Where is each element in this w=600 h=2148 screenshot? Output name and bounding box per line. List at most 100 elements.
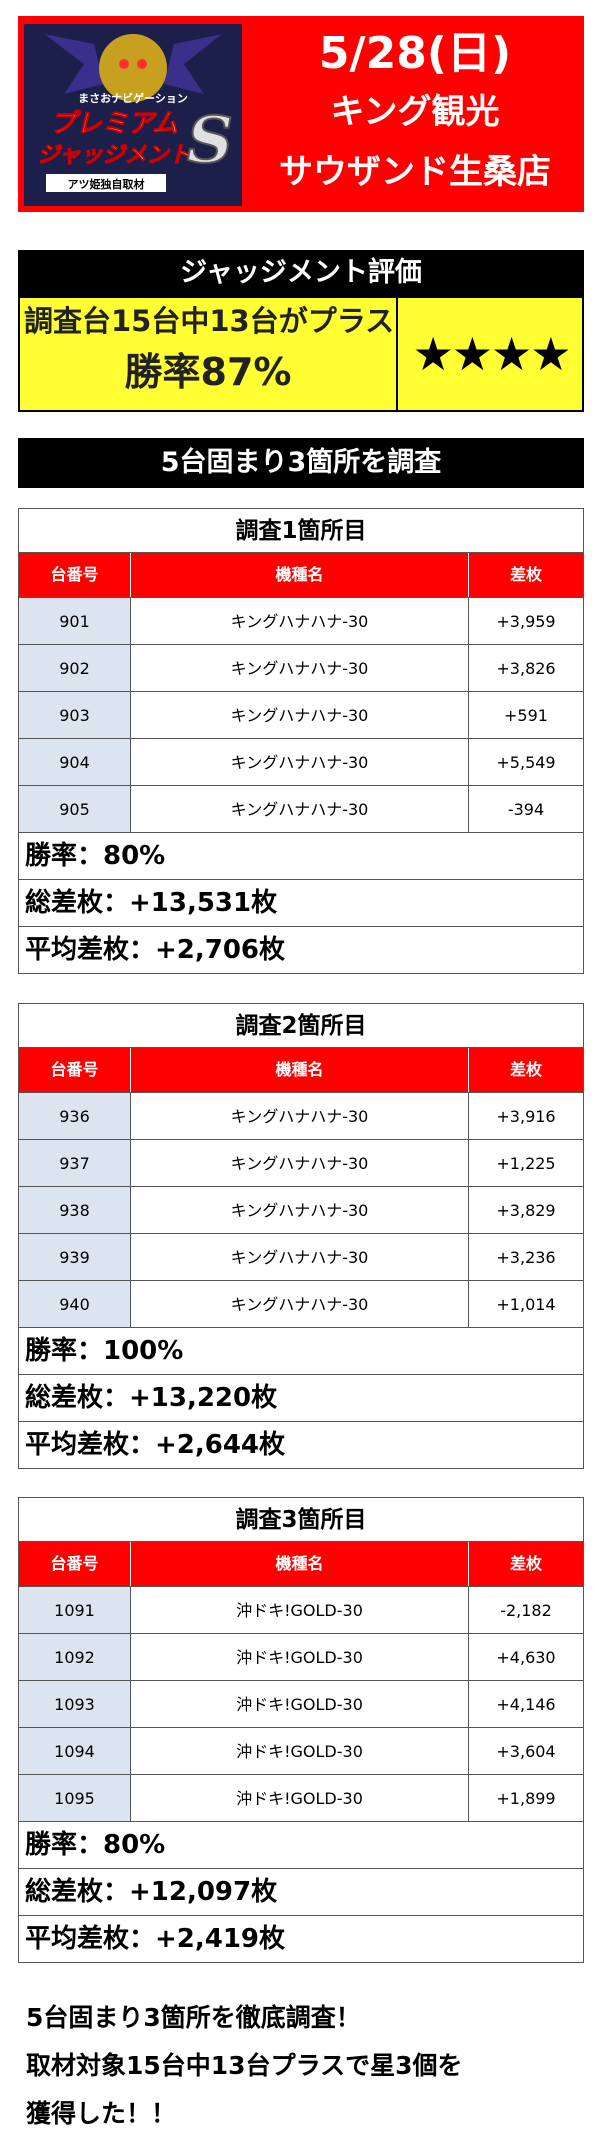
machine-number: 1094 (19, 1727, 131, 1774)
header-model-name: 機種名 (131, 553, 469, 597)
survey-title: 調査2箇所目 (19, 1004, 583, 1048)
diff-value: +3,604 (469, 1727, 583, 1774)
judgment-title: ジャッジメント評価 (18, 250, 584, 296)
diff-value: -394 (469, 785, 583, 832)
diff-value: +1,014 (469, 1280, 583, 1327)
table-row: 939 キングハナハナ‐30 +3,236 (19, 1233, 583, 1280)
header-machine-number: 台番号 (19, 553, 131, 597)
win-rate: 勝率：80% (19, 832, 583, 879)
logo-sub-text: アツ姫独自取材 (68, 177, 145, 191)
machine-number: 1092 (19, 1633, 131, 1680)
model-name: 沖ドキ!GOLD‐30 (131, 1633, 469, 1680)
table-row: 1093 沖ドキ!GOLD‐30 +4,146 (19, 1680, 583, 1727)
dragon-head (99, 34, 167, 102)
diff-value: +3,829 (469, 1186, 583, 1233)
table-row: 1091 沖ドキ!GOLD‐30 -2,182 (19, 1586, 583, 1633)
survey-block-3: 調査3箇所目 台番号 機種名 差枚 1091 沖ドキ!GOLD‐30 -2,18… (18, 1497, 584, 1963)
judgment-box: 調査台15台中13台がプラス 勝率87% ★★★★ (18, 296, 584, 412)
model-name: 沖ドキ!GOLD‐30 (131, 1586, 469, 1633)
model-name: キングハナハナ‐30 (131, 1233, 469, 1280)
machine-number: 938 (19, 1186, 131, 1233)
average-diff: 平均差枚：+2,419枚 (19, 1915, 583, 1962)
footer-line1: 5台固まり3箇所を徹底調査！ (26, 2003, 361, 2032)
machine-number: 902 (19, 644, 131, 691)
total-diff: 総差枚：+12,097枚 (19, 1868, 583, 1915)
table-row: 940 キングハナハナ‐30 +1,014 (19, 1280, 583, 1327)
dragon-wing-right (164, 34, 222, 94)
judgment-plus-count: 調査台15台中13台がプラス (24, 304, 395, 338)
header-diff: 差枚 (469, 1048, 583, 1092)
table-header: 台番号 機種名 差枚 (19, 553, 583, 597)
header-model-name: 機種名 (131, 1048, 469, 1092)
table-row: 936 キングハナハナ‐30 +3,916 (19, 1092, 583, 1139)
star-rating: ★★★★ (412, 327, 572, 381)
average-diff: 平均差枚：+2,644枚 (19, 1421, 583, 1468)
table-header: 台番号 機種名 差枚 (19, 1542, 583, 1586)
machine-number: 1091 (19, 1586, 131, 1633)
diff-value: +4,630 (469, 1633, 583, 1680)
machine-number: 940 (19, 1280, 131, 1327)
machine-number: 1095 (19, 1774, 131, 1821)
header-diff: 差枚 (469, 553, 583, 597)
dragon-wing-left (44, 34, 104, 94)
table-header: 台番号 機種名 差枚 (19, 1048, 583, 1092)
store-name-line2: サウザンド生桑店 (279, 152, 551, 192)
table-row: 937 キングハナハナ‐30 +1,225 (19, 1139, 583, 1186)
machine-number: 903 (19, 691, 131, 738)
machine-number: 901 (19, 597, 131, 644)
table-row: 938 キングハナハナ‐30 +3,829 (19, 1186, 583, 1233)
header-machine-number: 台番号 (19, 1542, 131, 1586)
machine-number: 1093 (19, 1680, 131, 1727)
table-row: 901 キングハナハナ‐30 +3,959 (19, 597, 583, 644)
diff-value: +3,916 (469, 1092, 583, 1139)
win-rate: 勝率：80% (19, 1821, 583, 1868)
diff-value: +591 (469, 691, 583, 738)
machine-number: 939 (19, 1233, 131, 1280)
logo-emblem: まさおナビゲーション プレミアム ジャッジメント S アツ姫独自取材 (24, 24, 242, 206)
model-name: キングハナハナ‐30 (131, 785, 469, 832)
diff-value: +3,826 (469, 644, 583, 691)
footer-summary: 5台固まり3箇所を徹底調査！ 取材対象15台中13台プラスで星3個を 獲得した！… (26, 1994, 586, 2138)
diff-value: +5,549 (469, 738, 583, 785)
survey-block-2: 調査2箇所目 台番号 機種名 差枚 936 キングハナハナ‐30 +3,916 … (18, 1003, 584, 1469)
model-name: キングハナハナ‐30 (131, 1280, 469, 1327)
judgment-summary: 調査台15台中13台がプラス 勝率87% (20, 298, 398, 410)
footer-line3: 獲得した！！ (26, 2099, 177, 2128)
model-name: 沖ドキ!GOLD‐30 (131, 1774, 469, 1821)
win-rate: 勝率：100% (19, 1327, 583, 1374)
total-diff: 総差枚：+13,220枚 (19, 1374, 583, 1421)
survey-title: 調査1箇所目 (19, 509, 583, 553)
model-name: キングハナハナ‐30 (131, 597, 469, 644)
table-row: 904 キングハナハナ‐30 +5,549 (19, 738, 583, 785)
section-title: 5台固まり3箇所を調査 (18, 438, 584, 488)
model-name: キングハナハナ‐30 (131, 1092, 469, 1139)
survey-block-1: 調査1箇所目 台番号 機種名 差枚 901 キングハナハナ‐30 +3,959 … (18, 508, 584, 974)
diff-value: +1,899 (469, 1774, 583, 1821)
header-machine-number: 台番号 (19, 1048, 131, 1092)
logo-top-text: まさおナビゲーション (78, 91, 188, 105)
store-name-line1: キング観光 (330, 92, 500, 132)
event-date: 5/28(日) (318, 28, 512, 79)
diff-value: -2,182 (469, 1586, 583, 1633)
diff-value: +3,236 (469, 1233, 583, 1280)
model-name: 沖ドキ!GOLD‐30 (131, 1727, 469, 1774)
diff-value: +1,225 (469, 1139, 583, 1186)
logo-s-badge: S (187, 103, 233, 178)
table-row: 903 キングハナハナ‐30 +591 (19, 691, 583, 738)
table-row: 905 キングハナハナ‐30 -394 (19, 785, 583, 832)
premium-judgment-logo: まさおナビゲーション プレミアム ジャッジメント S アツ姫独自取材 (24, 24, 242, 206)
model-name: キングハナハナ‐30 (131, 738, 469, 785)
machine-number: 936 (19, 1092, 131, 1139)
survey-title: 調査3箇所目 (19, 1498, 583, 1542)
logo-line2: ジャッジメント (38, 143, 191, 168)
header-diff: 差枚 (469, 1542, 583, 1586)
model-name: 沖ドキ!GOLD‐30 (131, 1680, 469, 1727)
total-diff: 総差枚：+13,531枚 (19, 879, 583, 926)
model-name: キングハナハナ‐30 (131, 644, 469, 691)
table-row: 902 キングハナハナ‐30 +3,826 (19, 644, 583, 691)
average-diff: 平均差枚：+2,706枚 (19, 926, 583, 973)
header-text: 5/28(日) キング観光 サウザンド生桑店 (246, 16, 584, 212)
model-name: キングハナハナ‐30 (131, 1186, 469, 1233)
model-name: キングハナハナ‐30 (131, 1139, 469, 1186)
table-row: 1094 沖ドキ!GOLD‐30 +3,604 (19, 1727, 583, 1774)
